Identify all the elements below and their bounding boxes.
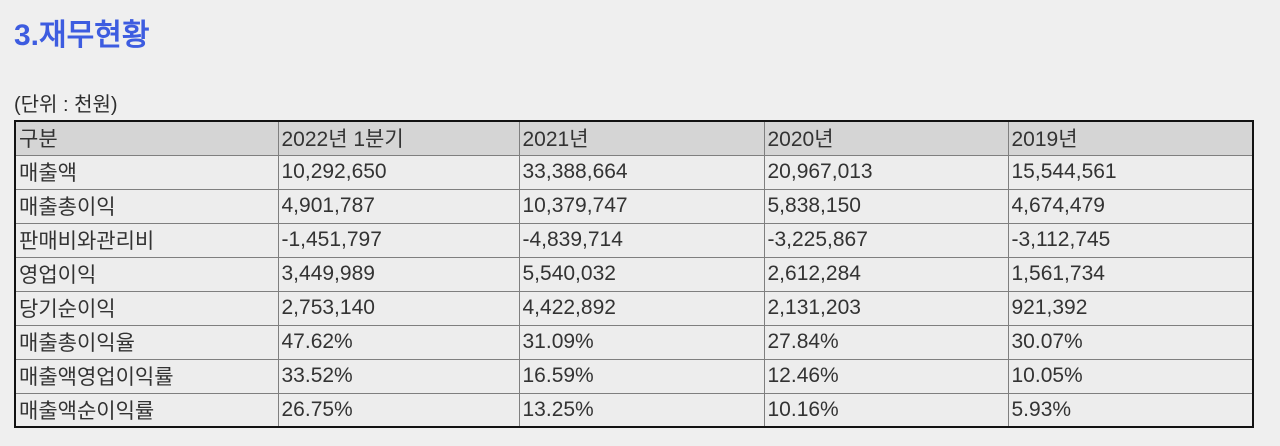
table-cell: 2,612,284 bbox=[763, 256, 1009, 292]
column-header: 2021년 bbox=[518, 120, 765, 156]
table-cell: 10.16% bbox=[763, 392, 1009, 428]
table-cell: 4,422,892 bbox=[518, 290, 765, 326]
table-cell: 12.46% bbox=[763, 358, 1009, 394]
page-title: 3.재무현황 bbox=[14, 19, 150, 52]
table-cell: 10,379,747 bbox=[518, 188, 765, 224]
table-cell: 2,131,203 bbox=[763, 290, 1009, 326]
row-label: 매출총이익율 bbox=[14, 324, 279, 360]
table-row: 매출총이익 4,901,787 10,379,747 5,838,150 4,674,4… bbox=[14, 188, 1254, 224]
table-cell: -3,225,867 bbox=[763, 222, 1009, 258]
row-label: 영업이익 bbox=[14, 256, 279, 292]
table-cell: -3,112,745 bbox=[1007, 222, 1254, 258]
table-row: 당기순이익 2,753,140 4,422,892 2,131,203 921,392 bbox=[14, 290, 1254, 326]
table-row: 매출액순이익률 26.75% 13.25% 10.16% 5.93% bbox=[14, 392, 1254, 428]
table-cell: -4,839,714 bbox=[518, 222, 765, 258]
table-cell: 5,540,032 bbox=[518, 256, 765, 292]
table-row: 매출액 10,292,650 33,388,664 20,967,013 15,544,… bbox=[14, 154, 1254, 190]
table-cell: 16.59% bbox=[518, 358, 765, 394]
table-row: 영업이익 3,449,989 5,540,032 2,612,284 1,561,734 bbox=[14, 256, 1254, 292]
table-cell: 20,967,013 bbox=[763, 154, 1009, 190]
table-cell: 10,292,650 bbox=[277, 154, 520, 190]
unit-label: (단위 : 천원) bbox=[14, 94, 118, 116]
table-cell: 31.09% bbox=[518, 324, 765, 360]
row-label: 매출액순이익률 bbox=[14, 392, 279, 428]
table-body: 매출액 10,292,650 33,388,664 20,967,013 15,544,… bbox=[14, 154, 1254, 428]
row-label: 매출액 bbox=[14, 154, 279, 190]
table-cell: 26.75% bbox=[277, 392, 520, 428]
table-cell: 33,388,664 bbox=[518, 154, 765, 190]
table-cell: 2,753,140 bbox=[277, 290, 520, 326]
financial-table: 구분 2022년 1분기 2021년 2020년 2019년 매출액 10,292,650… bbox=[14, 120, 1254, 428]
table-row: 판매비와관리비 -1,451,797 -4,839,714 -3,225,867 -3,… bbox=[14, 222, 1254, 258]
table-row: 매출액영업이익률 33.52% 16.59% 12.46% 10.05% bbox=[14, 358, 1254, 394]
table-cell: 5.93% bbox=[1007, 392, 1254, 428]
table-cell: 30.07% bbox=[1007, 324, 1254, 360]
column-header: 2019년 bbox=[1007, 120, 1254, 156]
header-row: 구분 2022년 1분기 2021년 2020년 2019년 bbox=[14, 120, 1254, 156]
table-cell: 5,838,150 bbox=[763, 188, 1009, 224]
row-label: 매출총이익 bbox=[14, 188, 279, 224]
table-cell: 4,674,479 bbox=[1007, 188, 1254, 224]
table-cell: 47.62% bbox=[277, 324, 520, 360]
table-row: 매출총이익율 47.62% 31.09% 27.84% 30.07% bbox=[14, 324, 1254, 360]
row-label: 판매비와관리비 bbox=[14, 222, 279, 258]
row-label: 매출액영업이익률 bbox=[14, 358, 279, 394]
table-cell: 27.84% bbox=[763, 324, 1009, 360]
table-cell: 921,392 bbox=[1007, 290, 1254, 326]
table-cell: 10.05% bbox=[1007, 358, 1254, 394]
row-label: 당기순이익 bbox=[14, 290, 279, 326]
column-header: 2022년 1분기 bbox=[277, 120, 520, 156]
table-cell: 13.25% bbox=[518, 392, 765, 428]
column-header: 2020년 bbox=[763, 120, 1009, 156]
table-cell: 3,449,989 bbox=[277, 256, 520, 292]
table-cell: 33.52% bbox=[277, 358, 520, 394]
table-cell: 4,901,787 bbox=[277, 188, 520, 224]
table-cell: 1,561,734 bbox=[1007, 256, 1254, 292]
table-cell: 15,544,561 bbox=[1007, 154, 1254, 190]
table-header: 구분 2022년 1분기 2021년 2020년 2019년 bbox=[14, 120, 1254, 156]
table-cell: -1,451,797 bbox=[277, 222, 520, 258]
column-header: 구분 bbox=[14, 120, 279, 156]
